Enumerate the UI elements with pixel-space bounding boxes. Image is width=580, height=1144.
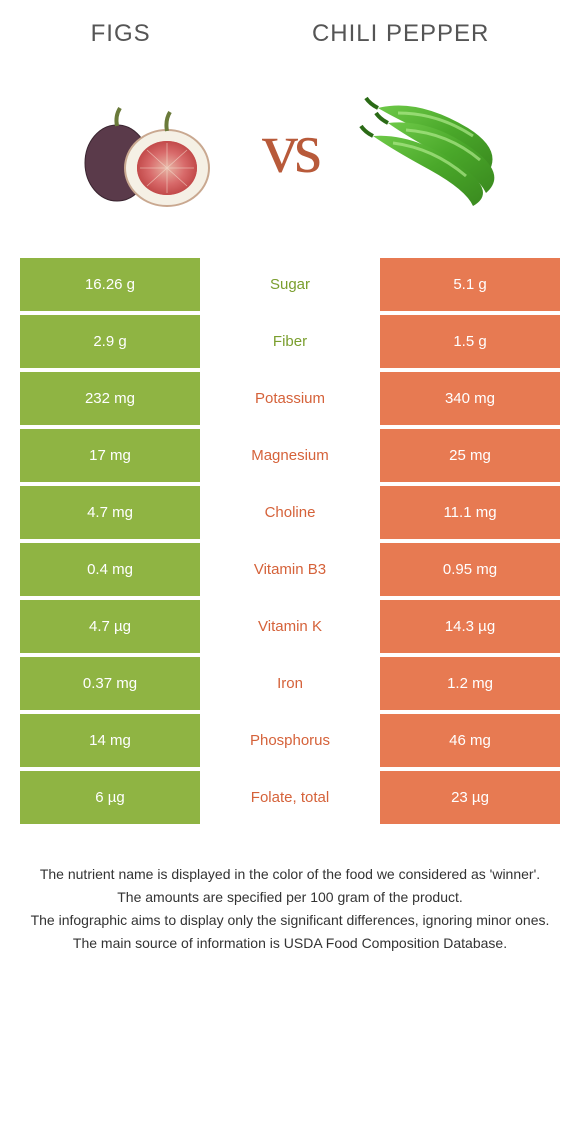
table-row: 0.4 mgVitamin B30.95 mg [20,543,560,596]
figs-icon [62,78,242,218]
table-row: 14 mgPhosphorus46 mg [20,714,560,767]
cell-right: 340 mg [380,372,560,425]
cell-right: 11.1 mg [380,486,560,539]
chili-icon [338,78,518,218]
cell-left: 232 mg [20,372,200,425]
footnote-line: The infographic aims to display only the… [30,910,550,931]
cell-right: 23 µg [380,771,560,824]
cell-nutrient: Iron [200,657,380,710]
cell-right: 14.3 µg [380,600,560,653]
chili-image [338,78,518,218]
cell-right: 1.5 g [380,315,560,368]
table-row: 6 µgFolate, total23 µg [20,771,560,824]
cell-nutrient: Vitamin B3 [200,543,380,596]
hero: vs [10,68,570,228]
cell-nutrient: Magnesium [200,429,380,482]
cell-nutrient: Choline [200,486,380,539]
table-row: 16.26 gSugar5.1 g [20,258,560,311]
figs-image [62,78,242,218]
title-left: Figs [91,20,151,48]
vs-label: vs [262,107,318,190]
cell-left: 14 mg [20,714,200,767]
table-row: 232 mgPotassium340 mg [20,372,560,425]
cell-left: 0.4 mg [20,543,200,596]
cell-left: 4.7 mg [20,486,200,539]
cell-left: 17 mg [20,429,200,482]
cell-nutrient: Vitamin K [200,600,380,653]
header: Figs Chili pepper [10,20,570,48]
cell-nutrient: Potassium [200,372,380,425]
cell-right: 1.2 mg [380,657,560,710]
cell-left: 16.26 g [20,258,200,311]
cell-nutrient: Fiber [200,315,380,368]
cell-nutrient: Sugar [200,258,380,311]
cell-left: 2.9 g [20,315,200,368]
cell-nutrient: Phosphorus [200,714,380,767]
footnote-line: The amounts are specified per 100 gram o… [30,887,550,908]
footnote-line: The main source of information is USDA F… [30,933,550,954]
footnote-line: The nutrient name is displayed in the co… [30,864,550,885]
cell-right: 0.95 mg [380,543,560,596]
cell-left: 4.7 µg [20,600,200,653]
cell-left: 6 µg [20,771,200,824]
table-row: 4.7 mgCholine11.1 mg [20,486,560,539]
table-row: 2.9 gFiber1.5 g [20,315,560,368]
table-row: 17 mgMagnesium25 mg [20,429,560,482]
comparison-table: 16.26 gSugar5.1 g2.9 gFiber1.5 g232 mgPo… [20,258,560,824]
table-row: 0.37 mgIron1.2 mg [20,657,560,710]
cell-right: 5.1 g [380,258,560,311]
cell-right: 46 mg [380,714,560,767]
table-row: 4.7 µgVitamin K14.3 µg [20,600,560,653]
cell-nutrient: Folate, total [200,771,380,824]
footnotes: The nutrient name is displayed in the co… [30,864,550,954]
cell-left: 0.37 mg [20,657,200,710]
title-right: Chili pepper [312,20,489,48]
cell-right: 25 mg [380,429,560,482]
